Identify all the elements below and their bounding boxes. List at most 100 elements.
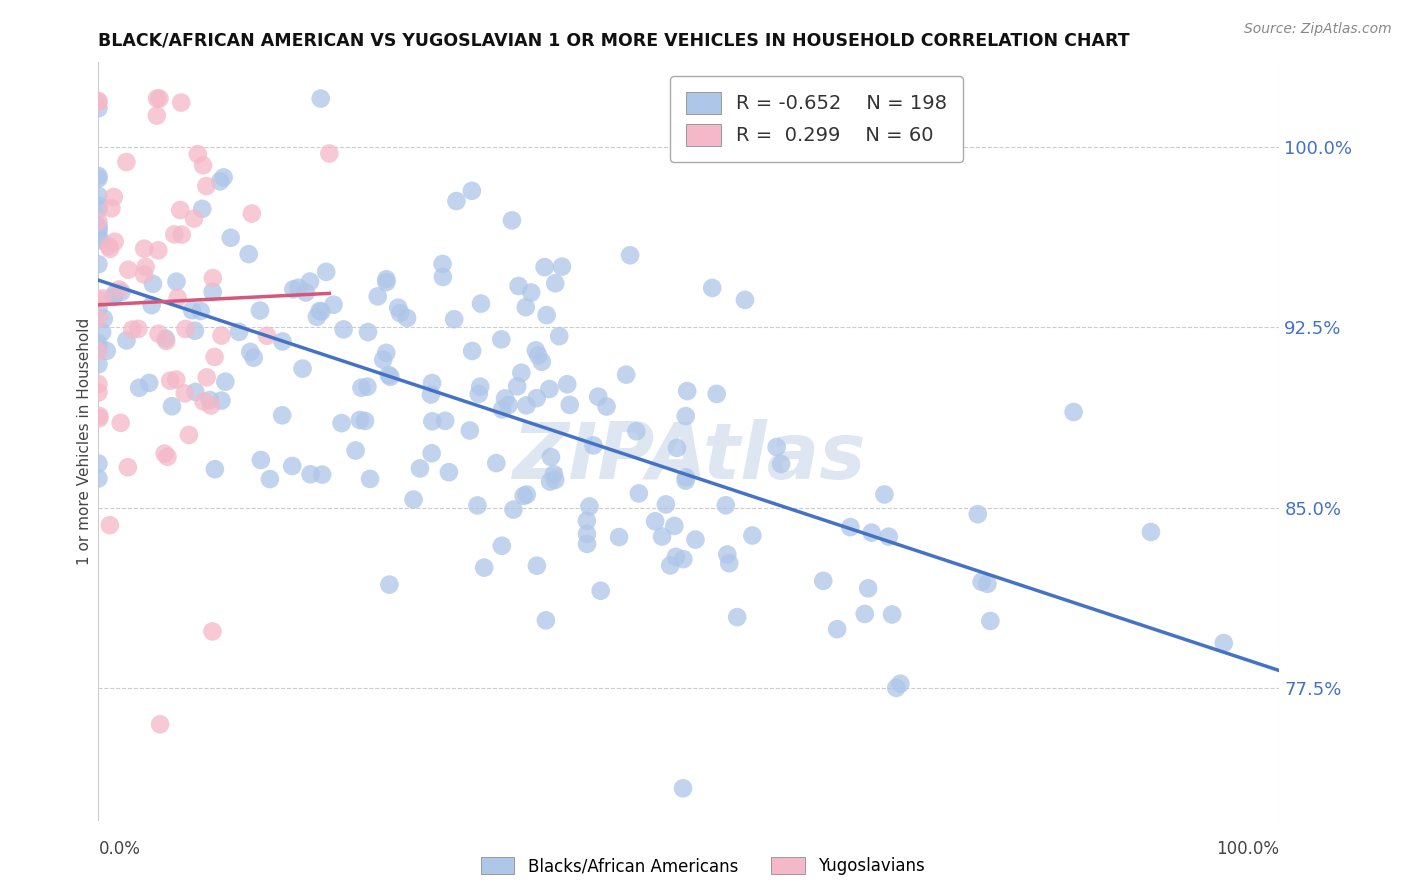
Point bbox=[96, 343, 118, 358]
Point bbox=[655, 498, 678, 512]
Point bbox=[375, 346, 398, 360]
Point bbox=[524, 343, 547, 358]
Point bbox=[672, 781, 695, 796]
Point bbox=[87, 94, 110, 108]
Point bbox=[614, 368, 637, 382]
Point bbox=[198, 392, 221, 407]
Point bbox=[121, 323, 143, 337]
Point bbox=[87, 188, 110, 202]
Point bbox=[626, 424, 648, 438]
Point bbox=[420, 446, 443, 460]
Point bbox=[149, 717, 172, 731]
Point bbox=[281, 458, 304, 473]
Point bbox=[356, 379, 378, 393]
Point bbox=[491, 402, 513, 417]
Point bbox=[741, 528, 763, 542]
Point bbox=[87, 227, 110, 242]
Point bbox=[725, 610, 748, 624]
Point bbox=[357, 325, 380, 339]
Point bbox=[193, 394, 215, 409]
Point bbox=[315, 265, 337, 279]
Point bbox=[627, 486, 650, 500]
Point bbox=[576, 537, 599, 551]
Point bbox=[458, 424, 481, 438]
Point bbox=[508, 279, 530, 293]
Point bbox=[295, 285, 318, 300]
Point bbox=[240, 206, 263, 220]
Point bbox=[87, 377, 110, 392]
Point bbox=[87, 220, 110, 235]
Point bbox=[437, 465, 460, 479]
Point bbox=[665, 441, 688, 455]
Point bbox=[378, 577, 401, 591]
Point bbox=[889, 676, 911, 690]
Point bbox=[538, 382, 561, 396]
Point bbox=[675, 409, 697, 423]
Point bbox=[1212, 636, 1234, 650]
Point bbox=[100, 202, 122, 216]
Point bbox=[502, 502, 524, 516]
Point bbox=[242, 351, 264, 365]
Point bbox=[190, 304, 212, 318]
Point bbox=[527, 348, 550, 362]
Point bbox=[582, 438, 605, 452]
Point bbox=[526, 558, 548, 573]
Point bbox=[87, 101, 110, 115]
Point bbox=[377, 368, 399, 382]
Point bbox=[880, 607, 903, 622]
Point bbox=[87, 223, 110, 237]
Point bbox=[170, 227, 193, 242]
Point bbox=[142, 277, 165, 291]
Point bbox=[534, 613, 557, 627]
Point bbox=[506, 379, 529, 393]
Point bbox=[177, 428, 200, 442]
Point bbox=[169, 203, 191, 218]
Point bbox=[211, 393, 233, 408]
Point bbox=[93, 311, 115, 326]
Point bbox=[250, 453, 273, 467]
Point bbox=[461, 184, 484, 198]
Point bbox=[87, 257, 110, 271]
Point bbox=[87, 219, 110, 234]
Point bbox=[470, 296, 492, 310]
Point bbox=[619, 248, 641, 262]
Point bbox=[211, 328, 233, 343]
Point bbox=[87, 344, 110, 359]
Point bbox=[485, 456, 508, 470]
Point bbox=[87, 385, 110, 400]
Point bbox=[839, 520, 862, 534]
Point bbox=[138, 376, 160, 390]
Point bbox=[551, 260, 574, 274]
Point bbox=[685, 533, 707, 547]
Point bbox=[659, 558, 682, 573]
Point bbox=[117, 460, 139, 475]
Point bbox=[575, 527, 598, 541]
Point bbox=[87, 95, 110, 109]
Point bbox=[87, 301, 110, 316]
Point bbox=[860, 525, 883, 540]
Point bbox=[467, 387, 489, 401]
Point bbox=[160, 399, 183, 413]
Point bbox=[291, 361, 314, 376]
Point bbox=[676, 384, 699, 398]
Point bbox=[330, 416, 353, 430]
Point bbox=[409, 461, 432, 475]
Legend: Blacks/African Americans, Yugoslavians: Blacks/African Americans, Yugoslavians bbox=[472, 849, 934, 884]
Point bbox=[155, 332, 177, 346]
Point bbox=[706, 387, 728, 401]
Point bbox=[432, 257, 454, 271]
Point bbox=[283, 282, 305, 296]
Point bbox=[395, 311, 418, 326]
Point bbox=[467, 499, 489, 513]
Point bbox=[765, 440, 787, 454]
Point bbox=[187, 147, 209, 161]
Point bbox=[271, 334, 294, 349]
Point bbox=[512, 489, 534, 503]
Point bbox=[155, 334, 177, 348]
Point bbox=[443, 312, 465, 326]
Point bbox=[734, 293, 756, 307]
Point bbox=[702, 281, 724, 295]
Point bbox=[675, 474, 697, 488]
Point bbox=[98, 518, 121, 533]
Point bbox=[165, 373, 187, 387]
